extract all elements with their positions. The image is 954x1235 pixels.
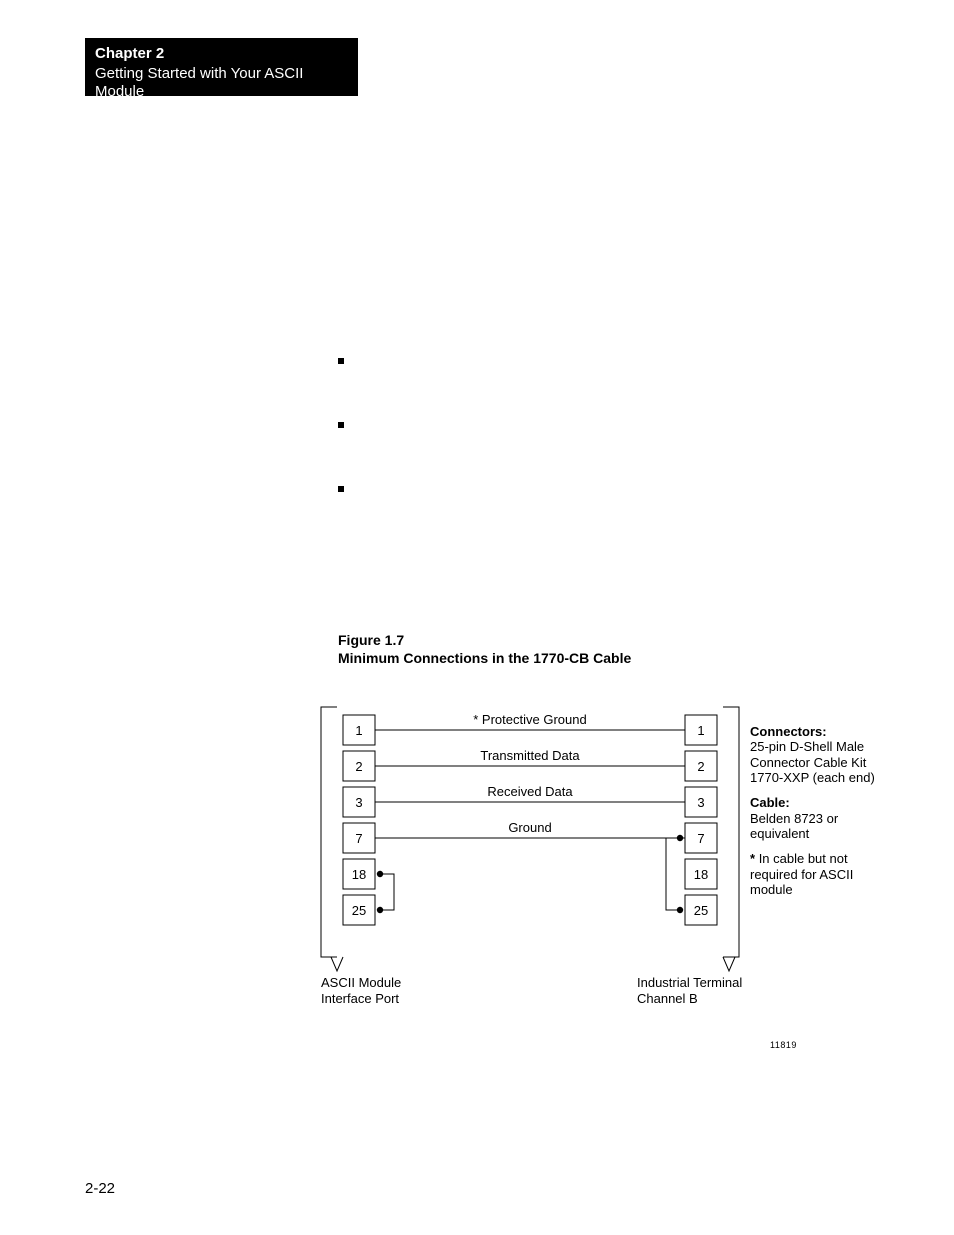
svg-text:7: 7 [355, 831, 362, 846]
chapter-header: Chapter 2 Getting Started with Your ASCI… [85, 38, 358, 96]
footnote-text: * In cable but not required for ASCII mo… [750, 851, 875, 897]
figure-number: Figure 1.7 [338, 632, 631, 650]
svg-text:3: 3 [355, 795, 362, 810]
svg-text:1: 1 [355, 723, 362, 738]
page-number: 2-22 [85, 1180, 115, 1197]
chapter-number: Chapter 2 [95, 46, 348, 63]
svg-text:25: 25 [352, 903, 366, 918]
wiring-diagram: 1 1 * Protective Ground 2 2 Transmitted Data 3… [285, 700, 905, 1060]
connectors-label: Connectors: [750, 724, 875, 739]
bullet-markers [338, 358, 344, 550]
cable-label: Cable: [750, 795, 875, 810]
wiring-diagram-svg: 1 1 * Protective Ground 2 2 Transmitted Data 3… [285, 700, 745, 1030]
page: Chapter 2 Getting Started with Your ASCI… [0, 0, 954, 1235]
svg-text:3: 3 [697, 795, 704, 810]
footnote-mark: * [750, 851, 755, 866]
cable-text: Belden 8723 or equivalent [750, 811, 875, 842]
bullet-marker [338, 422, 344, 428]
svg-text:2: 2 [355, 759, 362, 774]
figure-caption: Figure 1.7 Minimum Connections in the 17… [338, 632, 631, 667]
svg-text:7: 7 [697, 831, 704, 846]
figure-title: Minimum Connections in the 1770-CB Cable [338, 650, 631, 668]
footnote: * In cable but not required for ASCII mo… [750, 851, 875, 897]
cable-note: Cable: Belden 8723 or equivalent [750, 795, 875, 841]
svg-text:18: 18 [694, 867, 708, 882]
figure-ref-number: 11819 [770, 1040, 797, 1050]
bullet-marker [338, 358, 344, 364]
connectors-text: 25-pin D-Shell Male Connector Cable Kit … [750, 739, 875, 785]
chapter-subtitle: Getting Started with Your ASCII Module [95, 65, 348, 101]
svg-text:25: 25 [694, 903, 708, 918]
svg-text:2: 2 [697, 759, 704, 774]
svg-text:Channel B: Channel B [637, 991, 698, 1006]
svg-text:Ground: Ground [508, 820, 551, 835]
bullet-marker [338, 486, 344, 492]
svg-text:Industrial Terminal: Industrial Terminal [637, 975, 742, 990]
svg-text:18: 18 [352, 867, 366, 882]
svg-text:1: 1 [697, 723, 704, 738]
svg-text:ASCII Module: ASCII Module [321, 975, 401, 990]
side-notes: Connectors: 25-pin D-Shell Male Connecto… [750, 724, 875, 907]
svg-text:* Protective Ground: * Protective Ground [473, 712, 586, 727]
svg-text:Received Data: Received Data [487, 784, 573, 799]
svg-text:Interface Port: Interface Port [321, 991, 399, 1006]
connectors-note: Connectors: 25-pin D-Shell Male Connecto… [750, 724, 875, 785]
svg-text:Transmitted Data: Transmitted Data [480, 748, 580, 763]
footnote-body: In cable but not required for ASCII modu… [750, 851, 853, 897]
